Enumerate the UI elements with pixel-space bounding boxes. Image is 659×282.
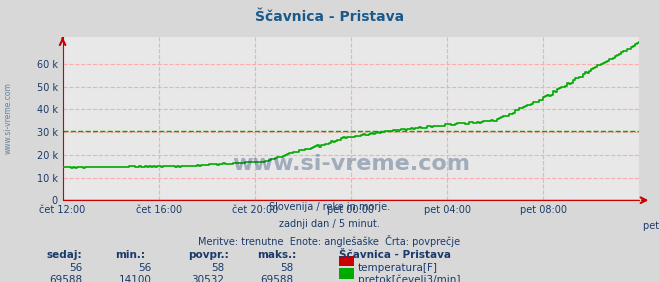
Text: 69588: 69588 (49, 275, 82, 282)
Text: Meritve: trenutne  Enote: anglešaške  Črta: povprečje: Meritve: trenutne Enote: anglešaške Črta… (198, 235, 461, 248)
Text: 58: 58 (211, 263, 224, 273)
Text: 14100: 14100 (119, 275, 152, 282)
Text: 58: 58 (280, 263, 293, 273)
Text: 56: 56 (138, 263, 152, 273)
Text: sedaj:: sedaj: (46, 250, 82, 259)
Text: Ščavnica - Pristava: Ščavnica - Pristava (255, 10, 404, 24)
Text: Slovenija / reke in morje.: Slovenija / reke in morje. (269, 202, 390, 212)
Text: temperatura[F]: temperatura[F] (358, 263, 438, 273)
Text: maks.:: maks.: (257, 250, 297, 259)
Text: www.si-vreme.com: www.si-vreme.com (232, 154, 470, 174)
Text: 30532: 30532 (191, 275, 224, 282)
Text: povpr.:: povpr.: (188, 250, 229, 259)
Text: zadnji dan / 5 minut.: zadnji dan / 5 minut. (279, 219, 380, 228)
Text: Ščavnica - Pristava: Ščavnica - Pristava (339, 250, 451, 259)
Text: 56: 56 (69, 263, 82, 273)
Text: pretok[čevelj3/min]: pretok[čevelj3/min] (358, 275, 461, 282)
Text: pet 08:00: pet 08:00 (643, 221, 659, 231)
Text: 69588: 69588 (260, 275, 293, 282)
Text: www.si-vreme.com: www.si-vreme.com (3, 83, 13, 154)
Text: min.:: min.: (115, 250, 146, 259)
